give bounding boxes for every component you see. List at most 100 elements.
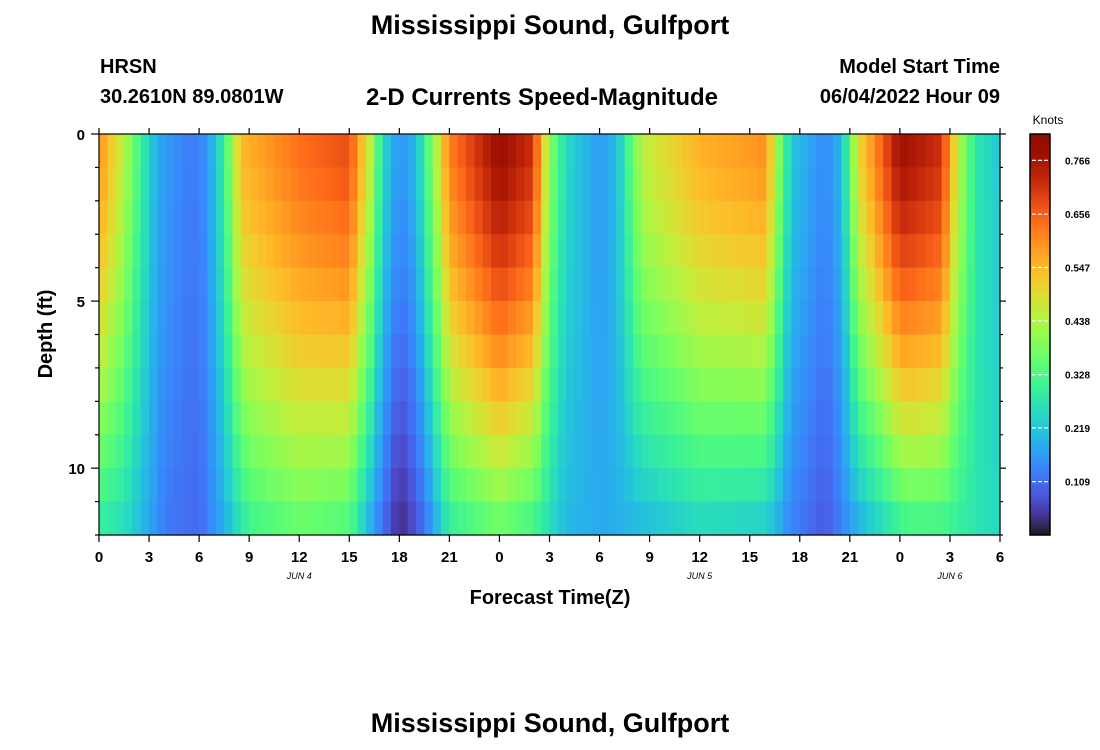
heatmap-cell [933,468,943,503]
heatmap-cell [682,200,692,235]
heatmap-cell [482,367,492,402]
heatmap-cell [215,200,225,235]
heatmap-cell [582,167,592,202]
heatmap-cell [974,367,984,402]
heatmap-cell [132,334,142,369]
heatmap-cell [332,401,342,436]
heatmap-cell [324,167,334,202]
heatmap-cell [449,167,459,202]
heatmap-cell [983,434,993,469]
heatmap-cell [157,468,167,503]
heatmap-cell [290,401,300,436]
heatmap-cell [349,200,359,235]
heatmap-cell [733,301,742,336]
heatmap-cell [399,367,409,402]
model-start-time: 06/04/2022 Hour 09 [819,86,1000,108]
heatmap-cell [858,267,868,302]
heatmap-cell [708,301,717,336]
heatmap-cell [833,401,843,436]
heatmap-cell [199,501,209,536]
heatmap-cell [365,267,375,302]
heatmap-cell [816,401,826,436]
heatmap-cell [632,134,642,169]
heatmap-cell [783,301,793,336]
heatmap-cell [449,234,459,269]
heatmap-cell [224,267,234,302]
heatmap-cell [958,134,968,169]
heatmap-cell [974,267,984,302]
heatmap-cell [624,367,634,402]
heatmap-cell [257,367,267,402]
heatmap-cell [374,200,384,235]
heatmap-cell [924,367,934,402]
heatmap-cell [99,501,108,536]
heatmap-cell [858,334,868,369]
heatmap-cell [365,134,375,169]
heatmap-cell [449,200,459,235]
heatmap-cell [883,267,893,302]
heatmap-cell [883,468,893,503]
heatmap-cell [324,434,334,469]
heatmap-cell [516,434,526,469]
heatmap-cell [390,267,400,302]
heatmap-cell [365,401,375,436]
heatmap-cell [340,134,350,169]
heatmap-cell [507,401,517,436]
heatmap-cell [557,434,567,469]
heatmap-cell [758,367,767,402]
heatmap-cell [199,200,209,235]
heatmap-cell [340,267,350,302]
heatmap-cell [416,134,425,169]
heatmap-cell [833,301,843,336]
heatmap-cell [457,134,467,169]
heatmap-cell [949,468,959,503]
heatmap-cell [941,434,951,469]
heatmap-cell [382,134,392,169]
heatmap-cell [290,200,300,235]
heatmap-cell [249,434,259,469]
heatmap-cell [282,301,292,336]
heatmap-cell [833,468,843,503]
heatmap-cell [708,468,717,503]
heatmap-cell [632,167,642,202]
heatmap-cell [382,200,392,235]
heatmap-cell [791,134,801,169]
heatmap-cell [424,234,434,269]
heatmap-cell [699,167,709,202]
heatmap-cell [224,200,234,235]
colorbar-tick-label: 0.547 [1065,264,1090,275]
heatmap-cell [966,401,976,436]
heatmap-cell [282,401,292,436]
heatmap-cell [466,367,476,402]
heatmap-cell [265,200,275,235]
heatmap-cell [733,167,742,202]
heatmap-cell [624,401,634,436]
heatmap-cell [240,468,250,503]
heatmap-cell [891,234,901,269]
heatmap-cell [174,200,184,235]
heatmap-cell [215,468,225,503]
heatmap-cell [357,334,367,369]
heatmap-cell [107,301,117,336]
heatmap-cell [908,434,918,469]
heatmap-cell [916,367,926,402]
heatmap-cell [632,367,642,402]
heatmap-cell [532,401,542,436]
heatmap-cell [432,267,442,302]
heatmap-cell [632,401,642,436]
x-tick-label: 6 [595,549,603,566]
heatmap-cell [432,301,442,336]
heatmap-cell [641,501,651,536]
heatmap-cell [382,468,392,503]
heatmap-cell [916,334,926,369]
heatmap-cell [482,267,492,302]
heatmap-cell [466,267,476,302]
heatmap-cell [899,134,909,169]
heatmap-cell [983,401,993,436]
heatmap-cell [115,267,125,302]
heatmap-cell [716,267,726,302]
heatmap-cell [149,267,158,302]
heatmap-cell [449,501,459,536]
heatmap-cell [924,468,934,503]
x-tick-label: 12 [291,549,308,566]
